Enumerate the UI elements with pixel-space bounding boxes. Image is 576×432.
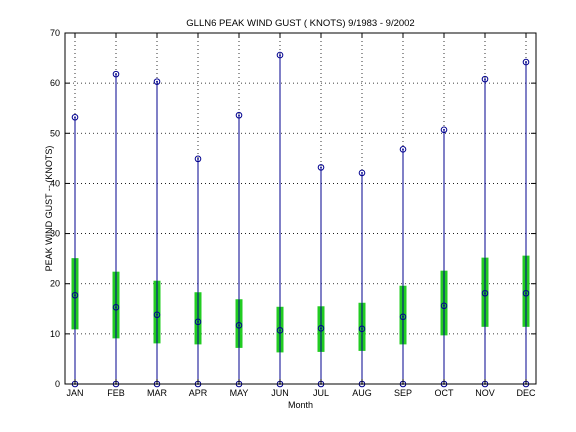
x-tick-label: MAR [147, 388, 168, 398]
x-tick-label: OCT [435, 388, 455, 398]
mean-marker-dot [525, 292, 527, 295]
max-marker-dot [361, 171, 363, 174]
mean-marker [317, 325, 325, 332]
x-tick-label: AUG [352, 388, 372, 398]
max-marker [153, 78, 161, 85]
month-group-sep [399, 146, 407, 388]
data-layer [71, 51, 530, 388]
max-marker [112, 70, 120, 78]
max-marker [481, 75, 489, 83]
mean-marker-dot [320, 327, 322, 330]
mean-marker-dot [484, 292, 486, 295]
max-marker [317, 164, 325, 171]
x-axis-label: Month [288, 400, 313, 410]
x-tick-label: NOV [475, 388, 495, 398]
y-tick-label: 50 [50, 128, 60, 138]
mean-marker-dot [156, 313, 158, 316]
mean-marker-dot [197, 320, 199, 323]
max-marker-dot [484, 78, 486, 81]
month-group-aug [358, 169, 366, 388]
y-tick-label: 40 [50, 178, 60, 188]
ticks: 0 10 20 30 40 50 60 70 JAN FEB MAR APR MAY JUN JUL AUG S… [50, 28, 536, 398]
max-marker-dot [156, 80, 158, 83]
x-tick-label: MAY [230, 388, 249, 398]
max-marker [358, 169, 366, 177]
mean-marker-dot [402, 315, 404, 318]
y-tick-label: 30 [50, 229, 60, 239]
y-tick-label: 0 [55, 379, 60, 389]
max-marker-dot [197, 157, 199, 160]
max-marker-dot [320, 166, 322, 169]
mean-marker [276, 327, 284, 334]
chart-title: GLLN6 PEAK WIND GUST ( KNOTS) 9/1983 - 9… [186, 18, 414, 29]
mean-marker [235, 322, 243, 329]
max-marker-dot [402, 148, 404, 151]
mean-marker-dot [238, 324, 240, 327]
x-tick-label: FEB [107, 388, 125, 398]
mean-marker [522, 289, 530, 297]
max-marker-dot [115, 73, 117, 76]
x-tick-label: JAN [66, 388, 83, 398]
y-tick-label: 60 [50, 78, 60, 88]
mean-marker-dot [279, 329, 281, 332]
y-axis-label: PEAK WIND GUST -- (KNOTS) [44, 146, 54, 272]
x-tick-label: JUL [313, 388, 329, 398]
y-tick-label: 20 [50, 279, 60, 289]
max-marker [399, 146, 407, 153]
mean-marker [71, 291, 79, 299]
mean-marker [399, 313, 407, 321]
mean-marker [153, 311, 161, 319]
mean-marker [481, 289, 489, 297]
mean-marker-dot [361, 327, 363, 330]
max-marker [194, 155, 202, 163]
max-marker-dot [443, 128, 445, 131]
max-marker [276, 51, 284, 59]
mean-marker-dot [74, 294, 76, 297]
mean-marker-dot [443, 304, 445, 307]
x-tick-label: APR [189, 388, 208, 398]
max-marker-dot [279, 54, 281, 56]
x-tick-label: JUN [271, 388, 289, 398]
month-group-jan [71, 113, 79, 388]
max-marker-dot [74, 116, 76, 119]
mean-marker-dot [115, 306, 117, 309]
mean-marker [358, 325, 366, 333]
mean-marker [112, 303, 120, 311]
plot-frame [64, 32, 537, 385]
max-marker-dot [525, 61, 527, 63]
max-marker [522, 58, 530, 66]
max-marker-dot [238, 114, 240, 117]
mean-marker [440, 302, 448, 310]
max-marker [71, 113, 79, 121]
max-marker [440, 126, 448, 134]
y-tick-label: 70 [50, 28, 60, 38]
max-marker [235, 111, 243, 119]
y-tick-label: 10 [50, 329, 60, 339]
x-tick-label: DEC [516, 388, 536, 398]
mean-marker [194, 318, 202, 326]
month-group-nov [481, 75, 489, 388]
x-tick-label: SEP [394, 388, 412, 398]
